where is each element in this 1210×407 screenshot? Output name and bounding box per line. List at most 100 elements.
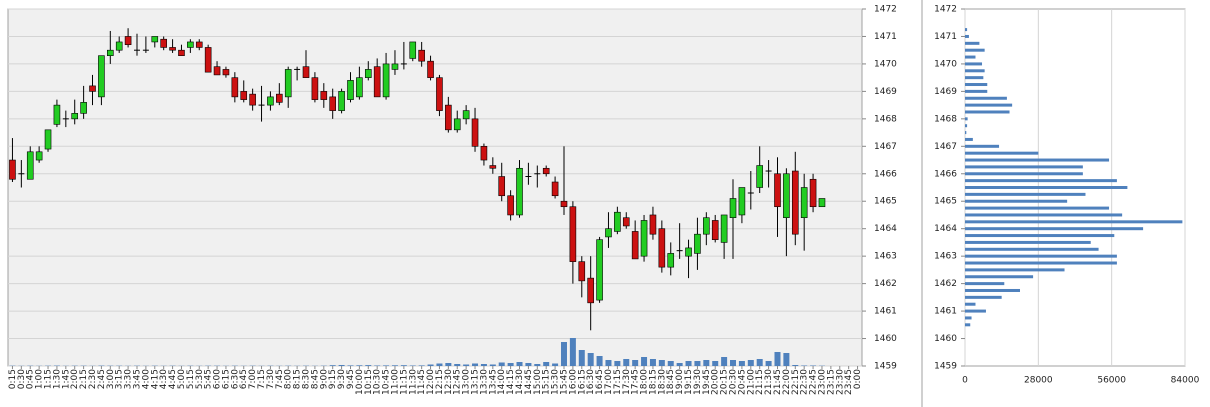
candle-body — [195, 41, 203, 48]
candle-body — [614, 211, 621, 232]
price-plot-area — [7, 8, 863, 367]
candle-body — [551, 181, 559, 197]
x-tick-label: 23:45 — [844, 369, 854, 395]
x-tick-label: 2:00 — [70, 369, 80, 389]
candle-body — [382, 63, 390, 98]
x-tick-label: 20:30 — [729, 369, 739, 395]
x-tick-label: 23:30 — [835, 369, 845, 395]
candle-body — [364, 69, 372, 78]
volume-bar — [329, 365, 336, 366]
x-tick-label: 13:30 — [479, 369, 489, 395]
volume-bar — [445, 363, 452, 366]
volume-bar — [792, 365, 799, 366]
candle-body — [498, 176, 506, 197]
x-tick-label: 1:30 — [52, 369, 62, 389]
candle-body — [480, 146, 488, 161]
x-tick-label: 15:15 — [542, 369, 552, 395]
volume-bar — [391, 365, 398, 366]
volume-bar — [810, 365, 817, 366]
x-tick-label: 21:45 — [773, 369, 783, 395]
candle-body — [409, 41, 417, 59]
y-tick-label: 1464 — [934, 224, 957, 234]
volume-bar — [400, 365, 407, 366]
profile-bar — [965, 55, 976, 59]
volume-bar — [641, 357, 648, 366]
profile-bar — [965, 117, 968, 121]
candle-body — [115, 41, 123, 51]
candle-body — [44, 129, 52, 150]
candle-body — [685, 247, 692, 257]
x-tick-label: 15:30 — [551, 369, 561, 395]
x-tick-label: 19:30 — [693, 369, 703, 395]
candle-body — [284, 69, 292, 98]
candle-body — [391, 63, 399, 70]
candle-body — [587, 277, 594, 304]
x-tick-label: 11:45 — [417, 369, 427, 395]
x-tick-label: 6:15 — [221, 369, 231, 389]
y-tick-label: 1470 — [934, 59, 957, 69]
x-tick-label: 16:30 — [586, 369, 596, 395]
y-tick-label: 1463 — [874, 252, 897, 262]
profile-bar — [965, 302, 976, 306]
candle-body — [276, 93, 283, 103]
candle-body — [35, 151, 43, 161]
candle-body — [302, 66, 310, 78]
y-tick-label: 1467 — [874, 142, 897, 152]
volume-bar — [632, 360, 639, 366]
volume-bar — [365, 365, 372, 366]
profile-bar — [965, 275, 1034, 279]
y-tick-label: 1471 — [934, 32, 957, 42]
candle-body — [569, 206, 577, 262]
volume-bar — [774, 352, 781, 366]
profile-bar — [965, 240, 1091, 244]
volume-bar — [516, 362, 523, 366]
volume-bar — [347, 365, 354, 366]
volume-bar — [418, 365, 425, 366]
x-tick-label: 22:30 — [800, 369, 810, 395]
x-tick-label: 15:45 — [559, 369, 569, 395]
candle-body — [329, 96, 336, 111]
x-tick-label: 3:30 — [124, 369, 134, 389]
y-tick-label: 1466 — [874, 169, 897, 179]
y-tick-label: 1472 — [874, 5, 897, 15]
profile-bar — [965, 295, 1002, 299]
x-tick-label: 0:30 — [17, 369, 27, 389]
x-tick-label: 0:45 — [26, 369, 36, 389]
profile-bar — [965, 96, 1007, 100]
x-tick-label: 2:15 — [79, 369, 89, 389]
candle-body — [373, 66, 381, 98]
y-tick-label: 1461 — [874, 307, 897, 317]
candle-body — [516, 167, 523, 216]
candle-body — [649, 214, 657, 235]
x-tick-label: 22:45 — [809, 369, 819, 395]
profile-bar — [965, 103, 1013, 107]
volume-bar — [747, 360, 754, 366]
profile-bar — [965, 227, 1144, 231]
y-tick-label: 1468 — [934, 114, 957, 124]
x-tick-label: 1:00 — [35, 369, 45, 389]
candle-body — [178, 49, 185, 56]
candle-body — [249, 93, 256, 106]
candle-body — [738, 187, 746, 216]
x-tick-label: 12:45 — [453, 369, 463, 395]
volume-bar — [676, 363, 683, 366]
volume-bar — [801, 365, 808, 366]
x-tick-label: 12:00 — [426, 369, 436, 395]
volume-bar — [338, 365, 345, 366]
volume-bar — [480, 364, 487, 366]
profile-bar — [965, 288, 1020, 292]
y-tick-label: 1468 — [874, 114, 897, 124]
profile-bar — [965, 62, 983, 66]
x-tick-label: 6:45 — [239, 369, 249, 389]
x-tick-label: 18:15 — [648, 369, 658, 395]
volume-bar — [560, 342, 567, 366]
candle-body — [311, 77, 319, 100]
volume-bar — [463, 364, 470, 366]
x-tick-label: 3:45 — [132, 369, 142, 389]
x-tick-label: 22:15 — [791, 369, 801, 395]
candle-body — [462, 110, 470, 120]
candle-body — [489, 165, 497, 169]
candle-body — [756, 165, 763, 188]
volume-bar — [605, 360, 612, 366]
candle-body — [445, 104, 452, 131]
